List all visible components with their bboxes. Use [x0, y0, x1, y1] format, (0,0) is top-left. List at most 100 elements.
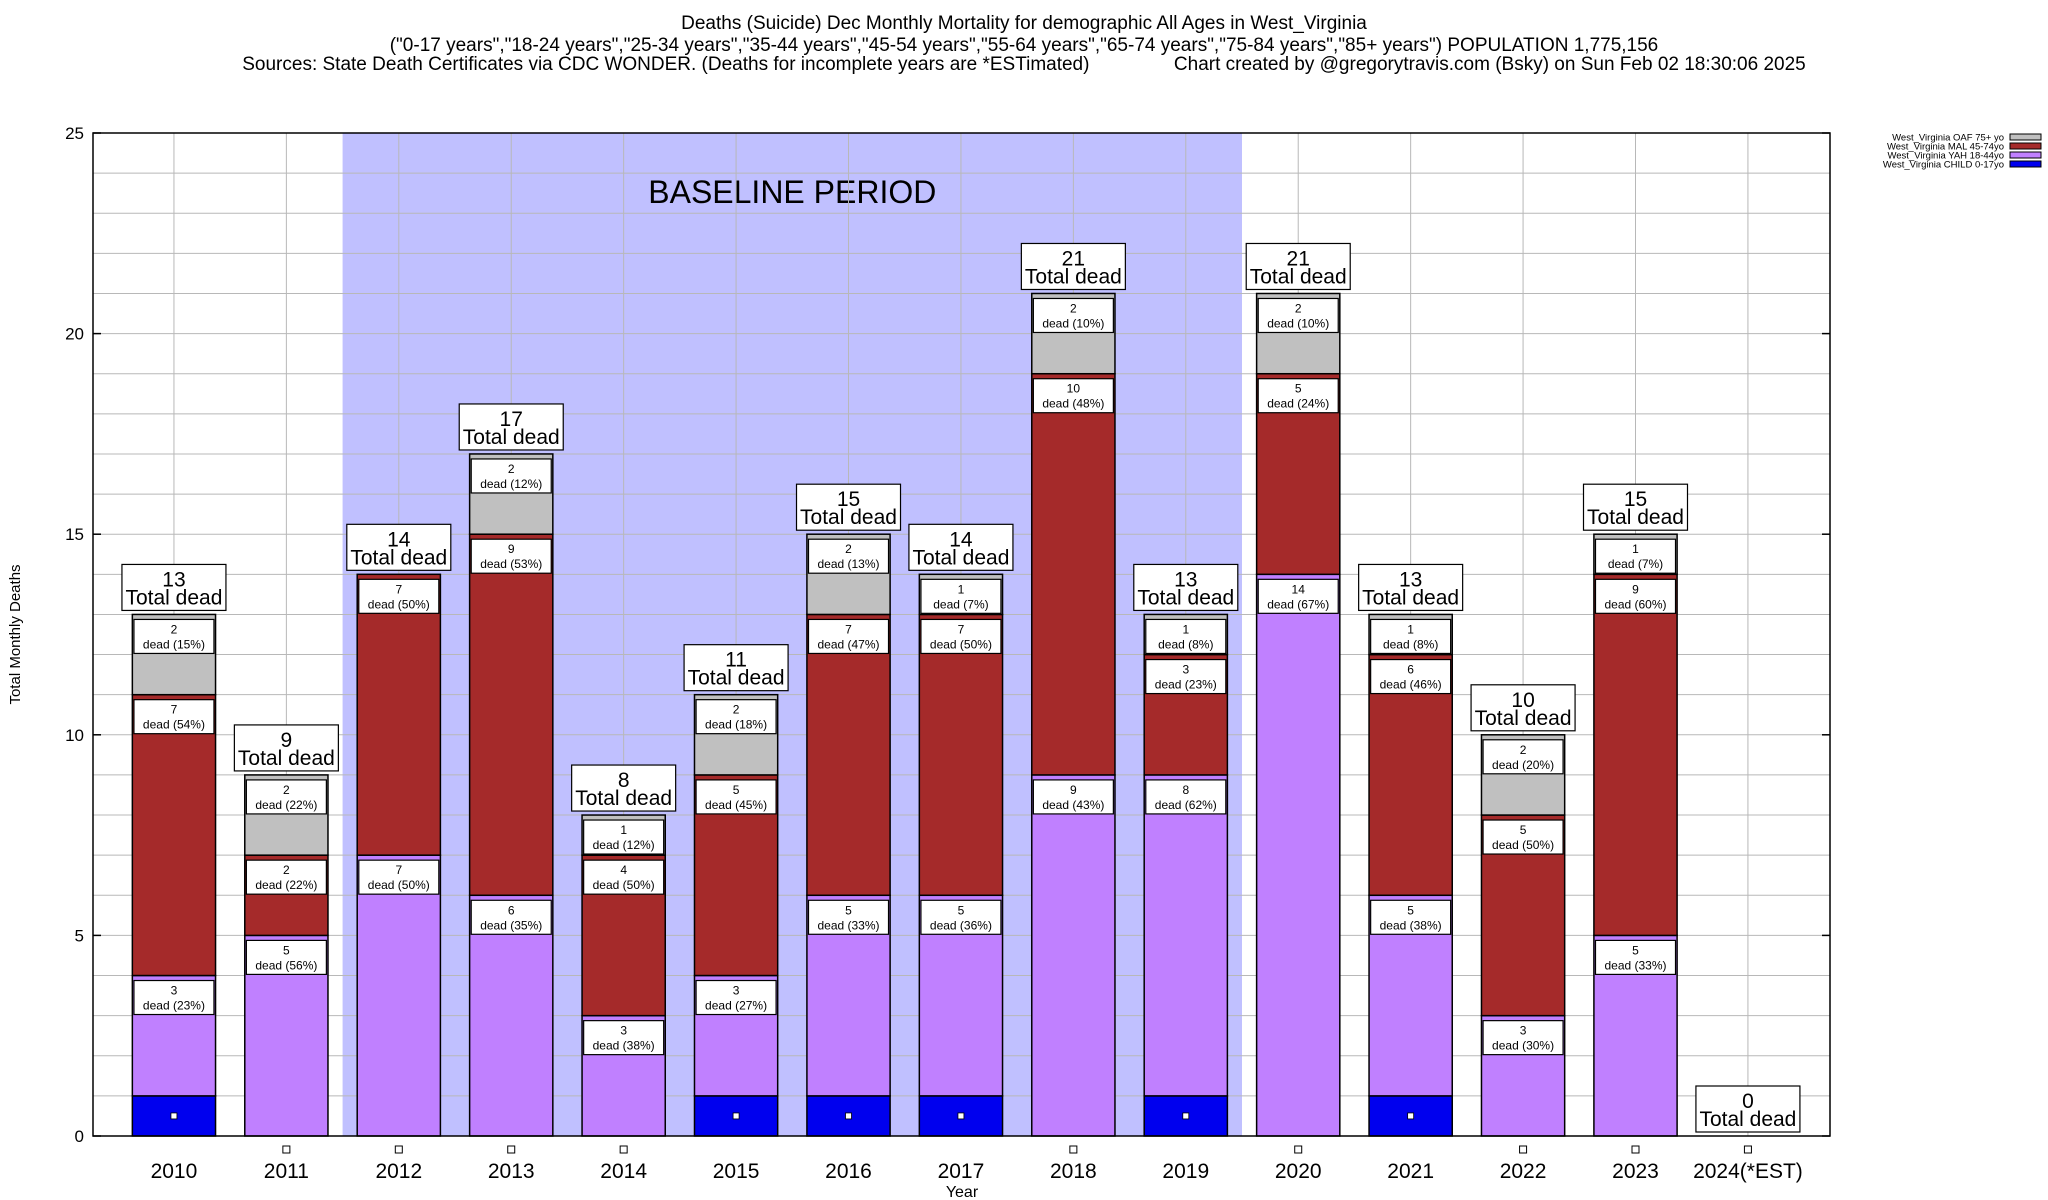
total-count-2018: 21	[1062, 247, 1085, 270]
bar-mal-2010	[131, 693, 217, 977]
label-mal-2012-pct: dead (50%)	[368, 597, 430, 611]
label-mal-2017-pct: dead (50%)	[930, 637, 992, 651]
total-count-2014: 8	[618, 769, 630, 792]
label-mal-2023-count: 9	[1632, 582, 1639, 596]
label-oaf-2014-count: 1	[620, 823, 627, 837]
label-oaf-2018-box	[1032, 297, 1114, 334]
total-box-2011	[233, 724, 339, 772]
y-tick-label: 20	[65, 325, 84, 344]
label-yah-2022-pct: dead (30%)	[1492, 1039, 1554, 1053]
zero-marker-2013	[507, 1145, 516, 1154]
y-tick-label: 15	[65, 525, 84, 544]
label-mal-2010-box	[133, 699, 215, 735]
bar-child-marker-2016	[845, 1112, 852, 1120]
label-oaf-2018-pct: dead (10%)	[1042, 316, 1104, 330]
label-yah-2021-pct: dead (38%)	[1380, 918, 1442, 932]
label-oaf-2011-box	[245, 779, 327, 815]
total-count-2016: 15	[837, 488, 860, 511]
label-oaf-2013-box	[470, 458, 552, 494]
zero-marker-2024-est-	[1743, 1145, 1752, 1154]
label-oaf-2014-pct: dead (12%)	[593, 838, 655, 852]
total-box-2023	[1582, 483, 1689, 531]
bar-child-marker-2010	[170, 1112, 178, 1120]
label-mal-2022-pct: dead (50%)	[1492, 838, 1554, 852]
label-oaf-2015-count: 2	[733, 703, 740, 717]
x-tick-label-2016: 2016	[825, 1160, 872, 1183]
zero-marker-2011	[282, 1145, 291, 1154]
label-yah-2018-pct: dead (43%)	[1042, 798, 1104, 812]
zero-marker-2018	[1069, 1145, 1078, 1154]
label-yah-2011-count: 5	[283, 943, 290, 957]
x-tick-label-2022: 2022	[1500, 1160, 1547, 1183]
label-mal-2020-pct: dead (24%)	[1267, 397, 1329, 411]
label-yah-2015-box	[695, 979, 777, 1016]
legend-swatch-yah	[2009, 151, 2042, 159]
label-yah-2017-count: 5	[958, 903, 965, 917]
total-text-2012: Total dead	[350, 546, 447, 569]
total-text-2022: Total dead	[1475, 707, 1572, 730]
legend-label-mal: West_Virginia MAL 45-74yo	[1887, 142, 2004, 153]
total-text-2023: Total dead	[1587, 506, 1684, 529]
label-mal-2017-count: 7	[958, 622, 965, 636]
bar-yah-2019	[1143, 774, 1229, 1097]
label-oaf-2018-count: 2	[1070, 301, 1077, 315]
label-yah-2023-count: 5	[1632, 943, 1639, 957]
total-count-2022: 10	[1511, 689, 1534, 712]
chart-subtitle-sources: Sources: State Death Certificates via CD…	[242, 54, 1806, 75]
total-count-2010: 13	[162, 568, 185, 591]
total-count-2024-est-: 0	[1742, 1090, 1754, 1113]
bar-mal-2021	[1368, 653, 1453, 897]
x-tick-label-2019: 2019	[1162, 1160, 1209, 1183]
total-count-2021: 13	[1399, 568, 1422, 591]
label-yah-2019-count: 8	[1182, 783, 1189, 797]
label-yah-2013-count: 6	[508, 903, 515, 917]
y-tick-label: 5	[75, 926, 84, 945]
x-tick-label-2010: 2010	[151, 1160, 198, 1183]
label-oaf-2022-pct: dead (20%)	[1492, 758, 1554, 772]
label-mal-2018-pct: dead (48%)	[1042, 397, 1104, 411]
label-oaf-2019-pct: dead (8%)	[1158, 637, 1213, 651]
total-count-2023: 15	[1624, 488, 1647, 511]
x-tick-label-2018: 2018	[1050, 1160, 1097, 1183]
label-oaf-2014-box	[583, 819, 665, 855]
label-mal-2021-box	[1370, 658, 1452, 695]
label-oaf-2013-count: 2	[508, 462, 515, 476]
label-mal-2012-count: 7	[395, 582, 402, 596]
total-count-2020: 21	[1287, 247, 1310, 270]
label-mal-2017-box	[920, 618, 1002, 655]
x-tick-label-2024-est-: 2024(*EST)	[1693, 1160, 1803, 1183]
label-yah-2016-pct: dead (33%)	[817, 918, 879, 932]
zero-marker-2020	[1294, 1145, 1303, 1154]
x-tick-label-2011: 2011	[264, 1160, 309, 1183]
label-oaf-2021-pct: dead (8%)	[1383, 637, 1438, 651]
axes: 2010 2011 2012 2013 2014 2015 2016 2017 2018 2019…	[7, 124, 1831, 1200]
label-mal-2016-box	[807, 618, 890, 655]
label-oaf-2017-box	[920, 578, 1002, 614]
total-box-2013	[458, 403, 564, 451]
total-text-2020: Total dead	[1250, 265, 1347, 288]
total-box-2017	[908, 523, 1014, 571]
total-box-2018	[1020, 242, 1126, 291]
label-mal-2015-box	[695, 779, 777, 815]
y-tick-label: 10	[65, 726, 84, 745]
label-oaf-2016-count: 2	[845, 542, 852, 556]
total-box-2010	[121, 563, 227, 612]
label-yah-2015-pct: dead (27%)	[705, 999, 767, 1013]
bar-child-marker-2021	[1407, 1112, 1415, 1120]
label-oaf-2017-pct: dead (7%)	[933, 597, 988, 611]
label-yah-2023-pct: dead (33%)	[1604, 958, 1666, 972]
bar-mal-2023	[1593, 573, 1678, 937]
total-count-2017: 14	[949, 528, 973, 551]
x-tick-label-2013: 2013	[488, 1160, 535, 1183]
legend-label-oaf: West_Virginia OAF 75+ yo	[1892, 133, 2004, 144]
label-yah-2018-count: 9	[1070, 783, 1077, 797]
label-yah-2018-box	[1032, 779, 1114, 815]
label-oaf-2011-pct: dead (22%)	[255, 798, 317, 812]
label-yah-2010-pct: dead (23%)	[143, 999, 205, 1013]
total-count-2019: 13	[1174, 568, 1197, 591]
label-yah-2014-count: 3	[620, 1024, 627, 1038]
label-yah-2010-count: 3	[171, 984, 178, 998]
label-mal-2013-box	[470, 538, 552, 574]
label-yah-2016-box	[807, 899, 890, 935]
